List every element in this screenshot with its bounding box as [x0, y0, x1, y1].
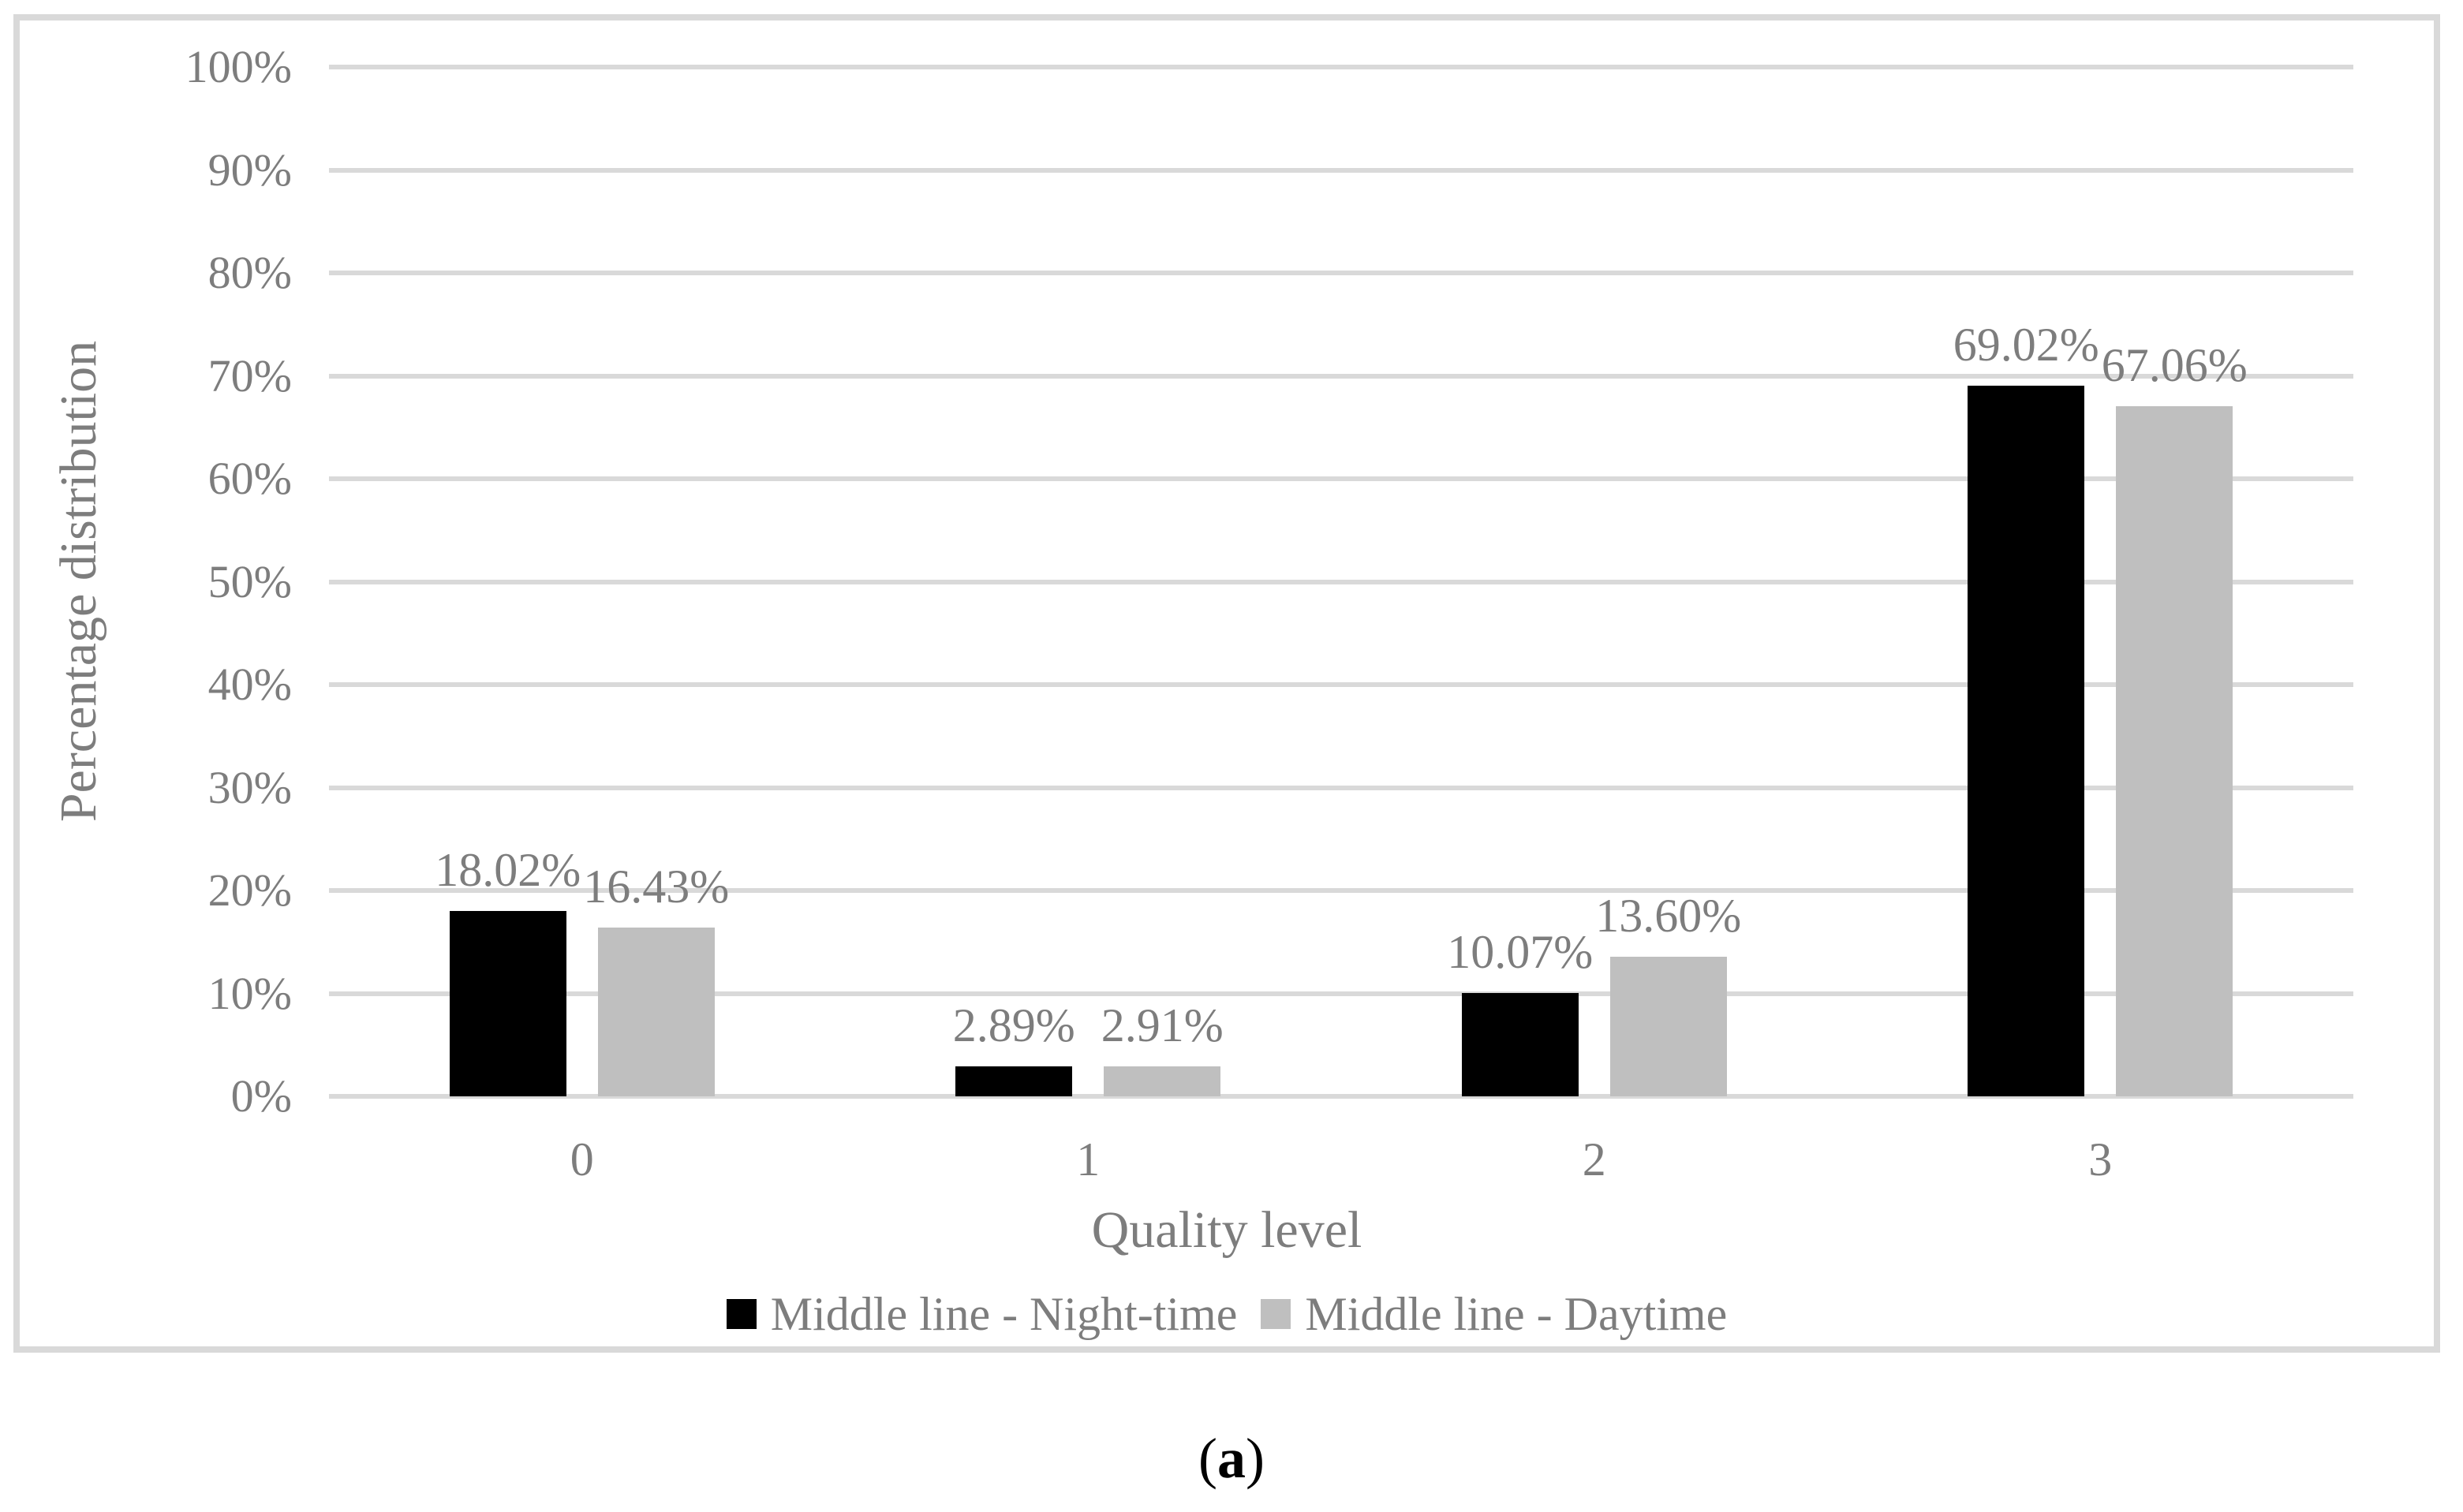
y-tick-label: 100% [185, 41, 292, 92]
bar-value-label: 13.60% [1595, 889, 1742, 942]
plot-area: 18.02% 16.43% 2.89% 2.91% 10.07% 13.60% 69.02%… [329, 65, 2353, 1099]
bar-value-label: 2.89% [952, 999, 1075, 1052]
y-gridline [329, 785, 2353, 790]
bar-day-q0 [597, 927, 715, 1096]
x-tick-label: 0 [570, 1133, 594, 1185]
y-tick-label: 40% [207, 659, 292, 710]
legend-swatch-icon [1261, 1299, 1291, 1329]
bar-value-label: 2.91% [1101, 999, 1224, 1052]
chart-frame: Percentage distribution 0% 10% 20% 30% 40% 50… [13, 14, 2440, 1353]
y-gridline [329, 476, 2353, 481]
bar-value-label: 16.43% [583, 860, 730, 913]
y-gridline [329, 65, 2353, 69]
legend-label: Middle line - Night-time [770, 1287, 1238, 1340]
y-tick-label: 60% [207, 453, 292, 504]
y-tick-label: 90% [207, 144, 292, 196]
bar-night-q3 [1968, 386, 2085, 1096]
bar-value-label: 67.06% [2101, 338, 2248, 391]
y-tick-label: 0% [230, 1070, 292, 1122]
y-gridline [329, 1094, 2353, 1099]
bar-night-q1 [955, 1066, 1073, 1096]
bar-day-q1 [1104, 1066, 1221, 1096]
caption-paren-close: ) [1246, 1427, 1265, 1490]
y-gridline [329, 682, 2353, 687]
y-tick-label: 10% [207, 967, 292, 1019]
figure-caption: (a) [0, 1426, 2463, 1491]
y-gridline [329, 579, 2353, 584]
bar-night-q0 [449, 910, 566, 1096]
y-tick-label: 30% [207, 761, 292, 813]
bar-value-label: 69.02% [1953, 319, 2099, 371]
y-tick-label: 80% [207, 247, 292, 298]
bar-value-label: 18.02% [435, 843, 581, 896]
x-axis-title: Quality level [1091, 1201, 1362, 1259]
bar-value-label: 10.07% [1447, 925, 1594, 978]
caption-letter: a [1217, 1427, 1246, 1490]
bar-day-q2 [1609, 956, 1727, 1096]
y-tick-label: 20% [207, 864, 292, 916]
x-tick-label: 3 [2088, 1133, 2113, 1185]
y-gridline [329, 271, 2353, 275]
y-tick-label: 50% [207, 555, 292, 607]
y-tick-label: 70% [207, 349, 292, 401]
legend-label: Middle line - Daytime [1305, 1287, 1728, 1340]
x-tick-label: 2 [1582, 1133, 1606, 1185]
bar-night-q2 [1461, 992, 1579, 1096]
bar-day-q3 [2116, 405, 2233, 1096]
chart-legend: Middle line - Night-time Middle line - Da… [20, 1281, 2434, 1347]
x-tick-label: 1 [1076, 1133, 1101, 1185]
legend-item-daytime: Middle line - Daytime [1261, 1287, 1727, 1342]
legend-swatch-icon [726, 1299, 757, 1329]
legend-item-night-time: Middle line - Night-time [726, 1287, 1238, 1342]
y-gridline [329, 167, 2353, 173]
y-gridline [329, 373, 2353, 379]
caption-paren-open: ( [1198, 1427, 1217, 1490]
y-gridline [329, 888, 2353, 893]
y-gridline [329, 991, 2353, 996]
